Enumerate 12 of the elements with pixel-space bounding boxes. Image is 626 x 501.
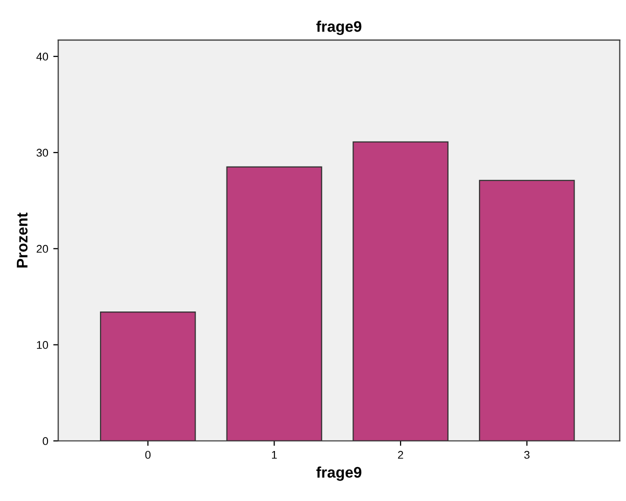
x-tick-label: 2	[398, 450, 404, 459]
y-tick-label: 0	[42, 437, 48, 446]
y-tick-label: 10	[36, 341, 48, 349]
x-tick-label: 0	[145, 450, 151, 459]
chart-title: frage9	[316, 20, 362, 35]
x-tick-label: 1	[272, 451, 277, 459]
y-tick-label: 20	[36, 244, 48, 253]
x-axis-title: frage9	[316, 466, 362, 481]
y-tick-label: 40	[36, 52, 48, 61]
x-tick-label: 3	[524, 450, 530, 459]
y-tick-label: 30	[36, 148, 48, 157]
y-axis-title: Prozent	[16, 212, 28, 268]
